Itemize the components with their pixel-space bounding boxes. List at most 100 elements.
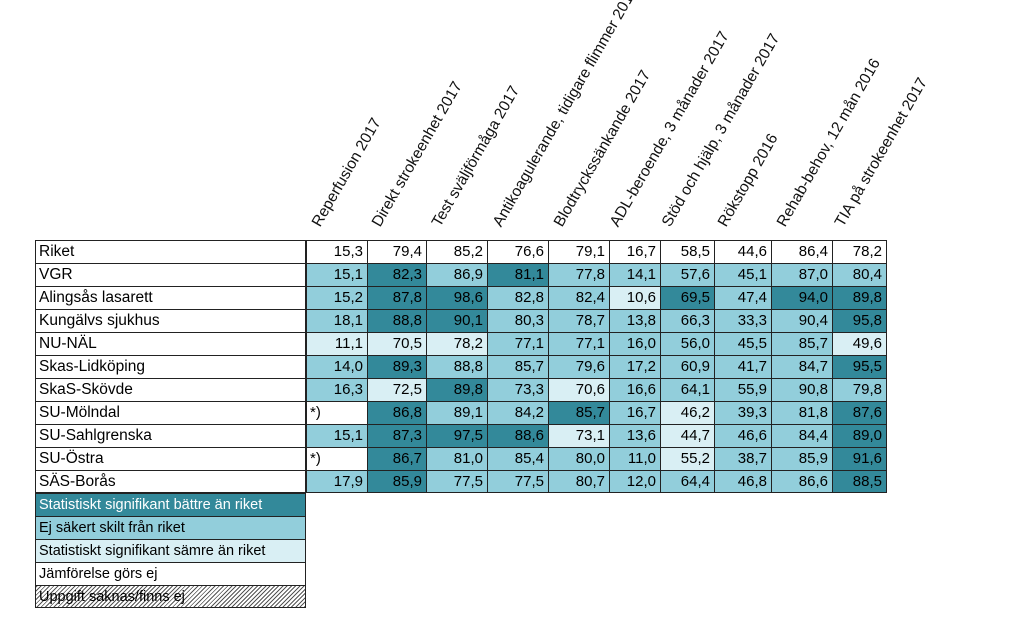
table-cell: 77,8 [548, 263, 609, 286]
table-cell: 89,0 [832, 424, 887, 447]
table-cell: 94,0 [771, 286, 832, 309]
row-label: Alingsås lasarett [35, 286, 306, 309]
table-cell: 86,4 [771, 240, 832, 263]
table-cell: 78,2 [426, 332, 487, 355]
table-cell: 11,1 [306, 332, 367, 355]
table-cell: 98,6 [426, 286, 487, 309]
table-cell: 18,1 [306, 309, 367, 332]
table-cell: 15,3 [306, 240, 367, 263]
table-cell: 11,0 [609, 447, 660, 470]
table-cell: 16,0 [609, 332, 660, 355]
table-cell: 86,7 [367, 447, 426, 470]
table-cell: 38,7 [714, 447, 771, 470]
table-cell: 60,9 [660, 355, 714, 378]
table-cell: 64,1 [660, 378, 714, 401]
table-cell: 77,5 [487, 470, 548, 493]
table-cell: 15,1 [306, 263, 367, 286]
table-cell: 44,6 [714, 240, 771, 263]
table-cell: 89,1 [426, 401, 487, 424]
table-cell: 89,8 [426, 378, 487, 401]
table-cell: 72,5 [367, 378, 426, 401]
table-cell: 49,6 [832, 332, 887, 355]
table-cell: 87,0 [771, 263, 832, 286]
table-cell: 87,6 [832, 401, 887, 424]
table-cell: 46,8 [714, 470, 771, 493]
table-cell: 77,1 [487, 332, 548, 355]
table-cell: 78,2 [832, 240, 887, 263]
table-cell: 82,4 [548, 286, 609, 309]
table-cell: 13,6 [609, 424, 660, 447]
table-cell: 77,1 [548, 332, 609, 355]
table-cell: *) [306, 401, 367, 424]
table-cell: 85,4 [487, 447, 548, 470]
table-cell: 88,5 [832, 470, 887, 493]
table-cell: 79,8 [832, 378, 887, 401]
column-header: Rehab-behov, 12 mån 2016 [773, 55, 884, 230]
table-cell: 81,1 [487, 263, 548, 286]
table-cell: 70,6 [548, 378, 609, 401]
table-cell: 90,4 [771, 309, 832, 332]
row-label: Riket [35, 240, 306, 263]
table-cell: 17,2 [609, 355, 660, 378]
table-cell: 10,6 [609, 286, 660, 309]
table-cell: 41,7 [714, 355, 771, 378]
table-cell: 82,3 [367, 263, 426, 286]
table-cell: 76,6 [487, 240, 548, 263]
table-cell: 81,0 [426, 447, 487, 470]
table-cell: 45,1 [714, 263, 771, 286]
table-cell: 69,5 [660, 286, 714, 309]
legend-none: Jämförelse görs ej [35, 562, 306, 585]
table-cell: 88,8 [367, 309, 426, 332]
table-cell: 39,3 [714, 401, 771, 424]
table-cell: 79,4 [367, 240, 426, 263]
table-cell: 57,6 [660, 263, 714, 286]
table-cell: 79,6 [548, 355, 609, 378]
table-cell: 84,2 [487, 401, 548, 424]
table-cell: 12,0 [609, 470, 660, 493]
row-label: Kungälvs sjukhus [35, 309, 306, 332]
table-cell: 91,6 [832, 447, 887, 470]
table-cell: 64,4 [660, 470, 714, 493]
table-cell: 46,2 [660, 401, 714, 424]
row-label: NU-NÄL [35, 332, 306, 355]
table-cell: 86,8 [367, 401, 426, 424]
table-cell: 82,8 [487, 286, 548, 309]
table-cell: 80,3 [487, 309, 548, 332]
table-cell: 85,7 [548, 401, 609, 424]
table-cell: 73,3 [487, 378, 548, 401]
table-cell: 16,6 [609, 378, 660, 401]
table-cell: 73,1 [548, 424, 609, 447]
table-cell: 33,3 [714, 309, 771, 332]
table-cell: 90,1 [426, 309, 487, 332]
table-cell: 87,8 [367, 286, 426, 309]
row-label: SÄS-Borås [35, 470, 306, 493]
table-cell: 15,2 [306, 286, 367, 309]
legend-worse: Statistiskt signifikant sämre än riket [35, 539, 306, 562]
table-cell: 45,5 [714, 332, 771, 355]
table-cell: 89,3 [367, 355, 426, 378]
table-cell: 95,5 [832, 355, 887, 378]
legend-neutral: Ej säkert skilt från riket [35, 516, 306, 539]
table-cell: 97,5 [426, 424, 487, 447]
table-cell: 47,4 [714, 286, 771, 309]
table-cell: 88,6 [487, 424, 548, 447]
table-cell: 14,1 [609, 263, 660, 286]
row-label: Skas-Lidköping [35, 355, 306, 378]
table-cell: 85,7 [771, 332, 832, 355]
table-cell: 86,6 [771, 470, 832, 493]
row-label: VGR [35, 263, 306, 286]
table-cell: 46,6 [714, 424, 771, 447]
table-cell: 85,9 [771, 447, 832, 470]
table-cell: 58,5 [660, 240, 714, 263]
table-cell: 14,0 [306, 355, 367, 378]
table-cell: 55,2 [660, 447, 714, 470]
table-cell: 86,9 [426, 263, 487, 286]
table-cell: 17,9 [306, 470, 367, 493]
table-cell: 79,1 [548, 240, 609, 263]
table-cell: 80,0 [548, 447, 609, 470]
table-cell: 85,7 [487, 355, 548, 378]
row-label: SU-Östra [35, 447, 306, 470]
row-label: SkaS-Skövde [35, 378, 306, 401]
table-cell: 80,4 [832, 263, 887, 286]
